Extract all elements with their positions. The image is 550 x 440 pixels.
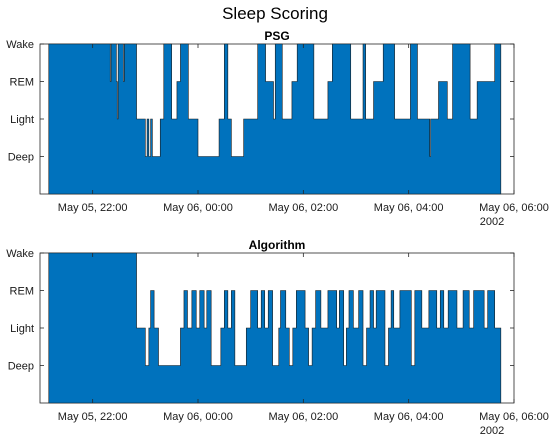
y-tick-label: Light bbox=[10, 114, 34, 126]
sleep-stage-area-0 bbox=[48, 43, 502, 195]
x-tick-label: May 05, 22:00 bbox=[58, 411, 128, 423]
figure-title: Sleep Scoring bbox=[222, 4, 328, 23]
y-tick-label: Wake bbox=[6, 39, 34, 51]
panel-title: PSG bbox=[264, 29, 289, 43]
x-tick-label: May 06, 02:00 bbox=[268, 202, 338, 214]
sleep-stage-area-1 bbox=[48, 252, 502, 404]
y-tick-label: Light bbox=[10, 323, 34, 335]
y-tick-label: Deep bbox=[8, 152, 34, 164]
x-tick-label: May 06, 04:00 bbox=[374, 411, 444, 423]
x-tick-label: May 05, 22:00 bbox=[58, 202, 128, 214]
y-tick-label: REM bbox=[10, 77, 34, 89]
x-tick-label: May 06, 00:00 bbox=[163, 202, 233, 214]
x-tick-label: May 06, 04:00 bbox=[374, 202, 444, 214]
x-year-label: 2002 bbox=[480, 216, 504, 228]
y-tick-label: REM bbox=[10, 286, 34, 298]
x-tick-label: May 06, 06:00 bbox=[479, 411, 549, 423]
panel-title: Algorithm bbox=[249, 238, 306, 252]
x-tick-label: May 06, 06:00 bbox=[479, 202, 549, 214]
y-tick-label: Deep bbox=[8, 361, 34, 373]
x-tick-label: May 06, 02:00 bbox=[268, 411, 338, 423]
y-tick-label: Wake bbox=[6, 248, 34, 260]
x-year-label: 2002 bbox=[480, 425, 504, 437]
x-tick-label: May 06, 00:00 bbox=[163, 411, 233, 423]
